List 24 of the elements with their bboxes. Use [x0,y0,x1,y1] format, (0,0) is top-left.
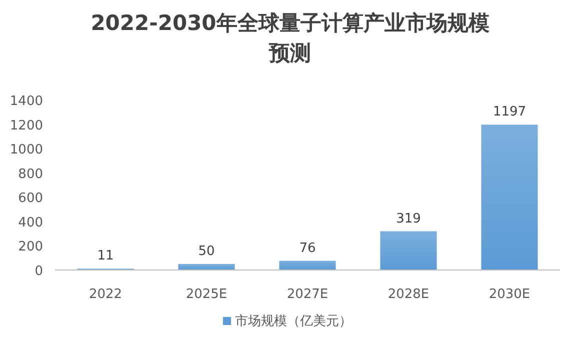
y-tick-label: 1200 [10,118,43,134]
data-label: 11 [97,248,114,264]
y-tick-label: 0 [34,264,43,279]
y-tick-label: 800 [18,166,43,182]
y-tick-label: 1000 [10,142,43,158]
x-tick-label: 2028E [388,287,430,302]
legend-label: 市场规模（亿美元） [235,314,352,329]
bar [279,260,336,270]
y-tick-label: 1400 [10,94,43,109]
bar [178,264,235,270]
chart-title: 2022-2030年全球量子计算产业市场规模预测 [90,10,490,67]
bar [380,231,437,270]
data-label: 76 [299,240,316,256]
bar [481,124,538,270]
x-tick-label: 2025E [186,287,228,302]
data-label: 319 [396,211,421,226]
data-label: 1197 [492,104,526,120]
x-tick-label: 2022 [88,287,122,302]
y-tick-label: 400 [18,215,43,230]
y-tick-label: 200 [18,240,43,255]
y-tick-label: 600 [18,191,43,206]
x-tick-label: 2027E [286,287,328,302]
x-tick-label: 2030E [488,287,530,302]
data-label: 50 [198,244,215,259]
